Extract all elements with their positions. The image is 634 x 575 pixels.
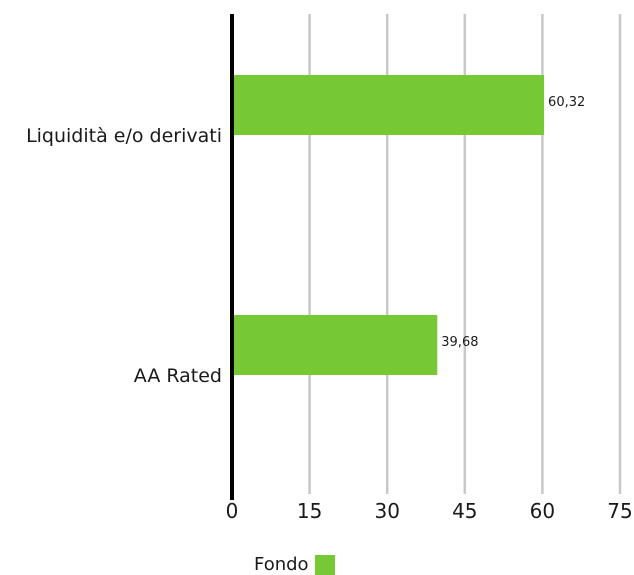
x-tick-label-60: 60	[530, 499, 555, 523]
legend: Fondo	[254, 554, 335, 575]
legend-label: Fondo	[254, 554, 309, 575]
data-label-0: 60,32	[548, 95, 585, 110]
x-tick-label-15: 15	[297, 499, 322, 523]
category-labels: Liquidità e/o derivati AA Rated	[26, 125, 222, 387]
x-tick-labels: 0 15 30 45 60 75	[226, 499, 633, 523]
x-tick-label-0: 0	[226, 499, 239, 523]
x-tick-label-30: 30	[374, 499, 399, 523]
data-label-1: 39,68	[441, 335, 478, 350]
bar-1	[232, 315, 438, 375]
data-labels: 60,32 39,68	[441, 95, 585, 350]
legend-swatch	[314, 554, 335, 575]
x-tick-label-75: 75	[607, 499, 632, 523]
category-label-0: Liquidità e/o derivati	[26, 125, 222, 147]
bar-0	[232, 75, 545, 135]
category-label-1: AA Rated	[134, 365, 222, 387]
x-tick-label-45: 45	[452, 499, 477, 523]
bars	[232, 75, 545, 375]
